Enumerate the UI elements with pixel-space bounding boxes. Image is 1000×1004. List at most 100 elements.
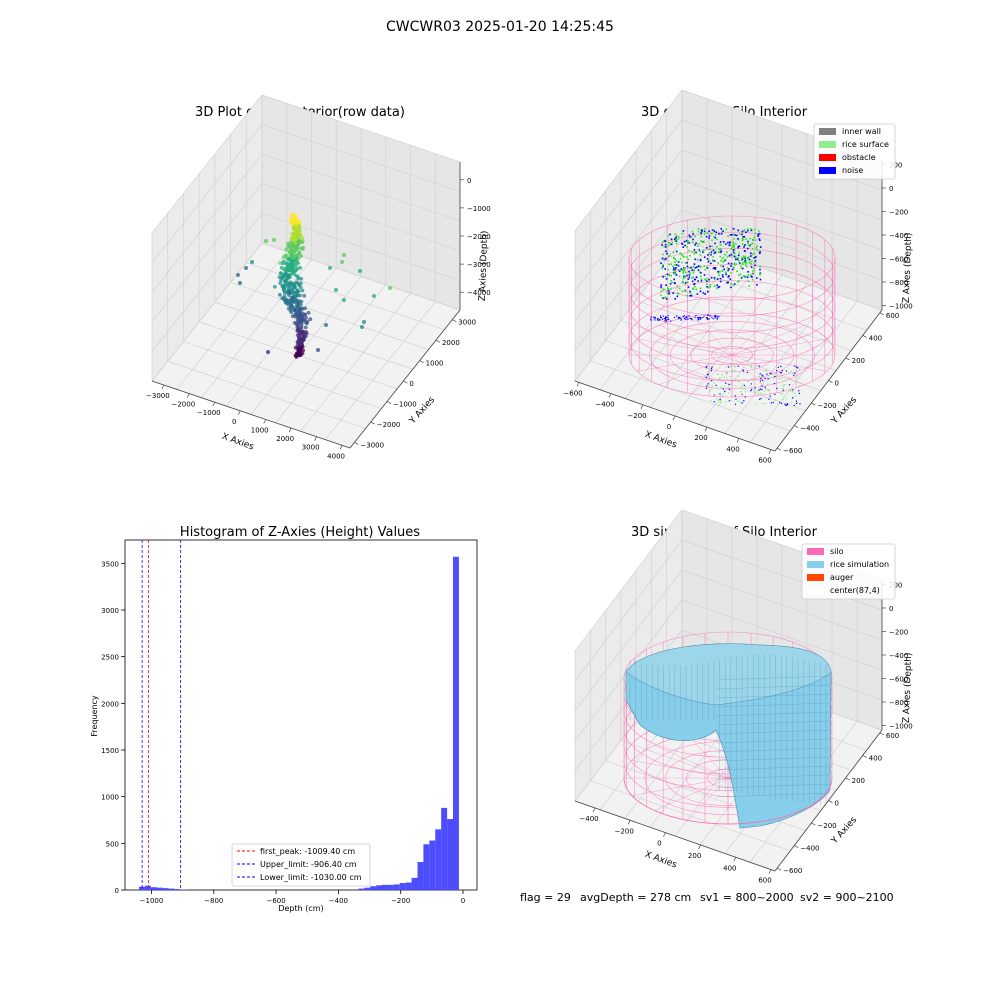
y-tick-mark (452, 320, 456, 322)
surface-point (771, 374, 772, 375)
surface-point (687, 259, 689, 261)
raw-point (362, 320, 366, 324)
y-tick-mark (387, 402, 391, 404)
noise-point (686, 317, 687, 318)
raw-point (299, 303, 303, 307)
noise-point (760, 378, 761, 379)
surface-point (686, 256, 688, 258)
noise-point (707, 291, 709, 293)
noise-point (660, 315, 661, 316)
surface-point (750, 274, 752, 276)
noise-point (710, 254, 712, 256)
surface-point (738, 376, 739, 377)
surface-point (712, 385, 713, 386)
noise-point (735, 404, 736, 405)
surface-point (791, 371, 792, 372)
raw-point (302, 294, 306, 298)
raw-point (295, 351, 299, 355)
surface-point (735, 243, 737, 245)
surface-point (724, 260, 726, 262)
x-tick-label: 4000 (327, 452, 345, 460)
surface-point (726, 251, 728, 253)
x-tick-mark (187, 394, 189, 398)
surface-point (693, 269, 695, 271)
surface-point (720, 401, 721, 402)
x-tick-mark (734, 857, 736, 861)
surface-point (730, 283, 732, 285)
surface-point (681, 262, 683, 264)
raw-point (293, 308, 297, 312)
surface-point (754, 229, 756, 231)
surface-point (697, 245, 699, 247)
x-tick-mark (641, 405, 643, 409)
noise-point (735, 395, 736, 396)
noise-point (688, 286, 690, 288)
noise-point (702, 251, 704, 253)
noise-point (676, 240, 678, 242)
surface-point (734, 249, 736, 251)
surface-point (745, 276, 747, 278)
x-tick-label: 600 (758, 457, 771, 465)
surface-point (718, 249, 720, 251)
histogram-bar (169, 889, 175, 890)
surface-point (700, 254, 702, 256)
surface-point (696, 289, 698, 291)
surface-point (721, 374, 722, 375)
noise-point (709, 246, 711, 248)
surface-point (749, 285, 751, 287)
noise-point (683, 276, 685, 278)
surface-point (670, 263, 672, 265)
surface-point (668, 274, 670, 276)
surface-point (678, 236, 680, 238)
surface-point (690, 292, 692, 294)
surface-point (704, 233, 706, 235)
noise-point (722, 276, 724, 278)
surface-point (744, 261, 746, 263)
raw-point (294, 230, 298, 234)
noise-point (793, 375, 794, 376)
classify-plot-y-label: Y Axies (829, 395, 859, 427)
noise-point (744, 385, 745, 386)
y-tick-label: 600 (886, 732, 899, 740)
noise-point (796, 403, 797, 404)
legend-label-silo: silo (830, 547, 844, 556)
surface-point (752, 369, 753, 370)
raw-point (286, 301, 290, 305)
surface-point (732, 246, 734, 248)
surface-point (686, 295, 688, 297)
surface-point (707, 232, 709, 234)
y-tick-label: 3000 (101, 607, 119, 615)
histogram-bar (382, 885, 388, 890)
surface-point (697, 259, 699, 261)
y-tick-label: 1500 (101, 747, 119, 755)
surface-point (698, 243, 700, 245)
y-tick-label: −400 (800, 425, 819, 433)
surface-point (759, 266, 761, 268)
surface-point (740, 273, 742, 275)
noise-point (779, 402, 780, 403)
surface-point (685, 275, 687, 277)
surface-point (742, 263, 744, 265)
noise-point (768, 399, 769, 400)
x-tick-label: 200 (688, 852, 701, 860)
surface-point (662, 254, 664, 256)
surface-point (726, 366, 727, 367)
surface-point (749, 262, 751, 264)
noise-point (667, 274, 669, 276)
raw-data-3d-plot: 3D Plot of Silo Interior(row data) −3000… (146, 95, 491, 460)
noise-point (720, 228, 722, 230)
surface-point (667, 235, 669, 237)
surface-point (750, 238, 752, 240)
noise-point (730, 265, 732, 267)
histogram-bar (376, 885, 382, 890)
surface-point (680, 258, 682, 260)
surface-point (756, 245, 758, 247)
raw-point (301, 349, 305, 353)
noise-point (667, 315, 668, 316)
surface-point (789, 377, 790, 378)
noise-point (743, 400, 744, 401)
surface-point (727, 256, 729, 258)
raw-point (236, 273, 240, 277)
noise-point (695, 242, 697, 244)
noise-point (706, 377, 707, 378)
